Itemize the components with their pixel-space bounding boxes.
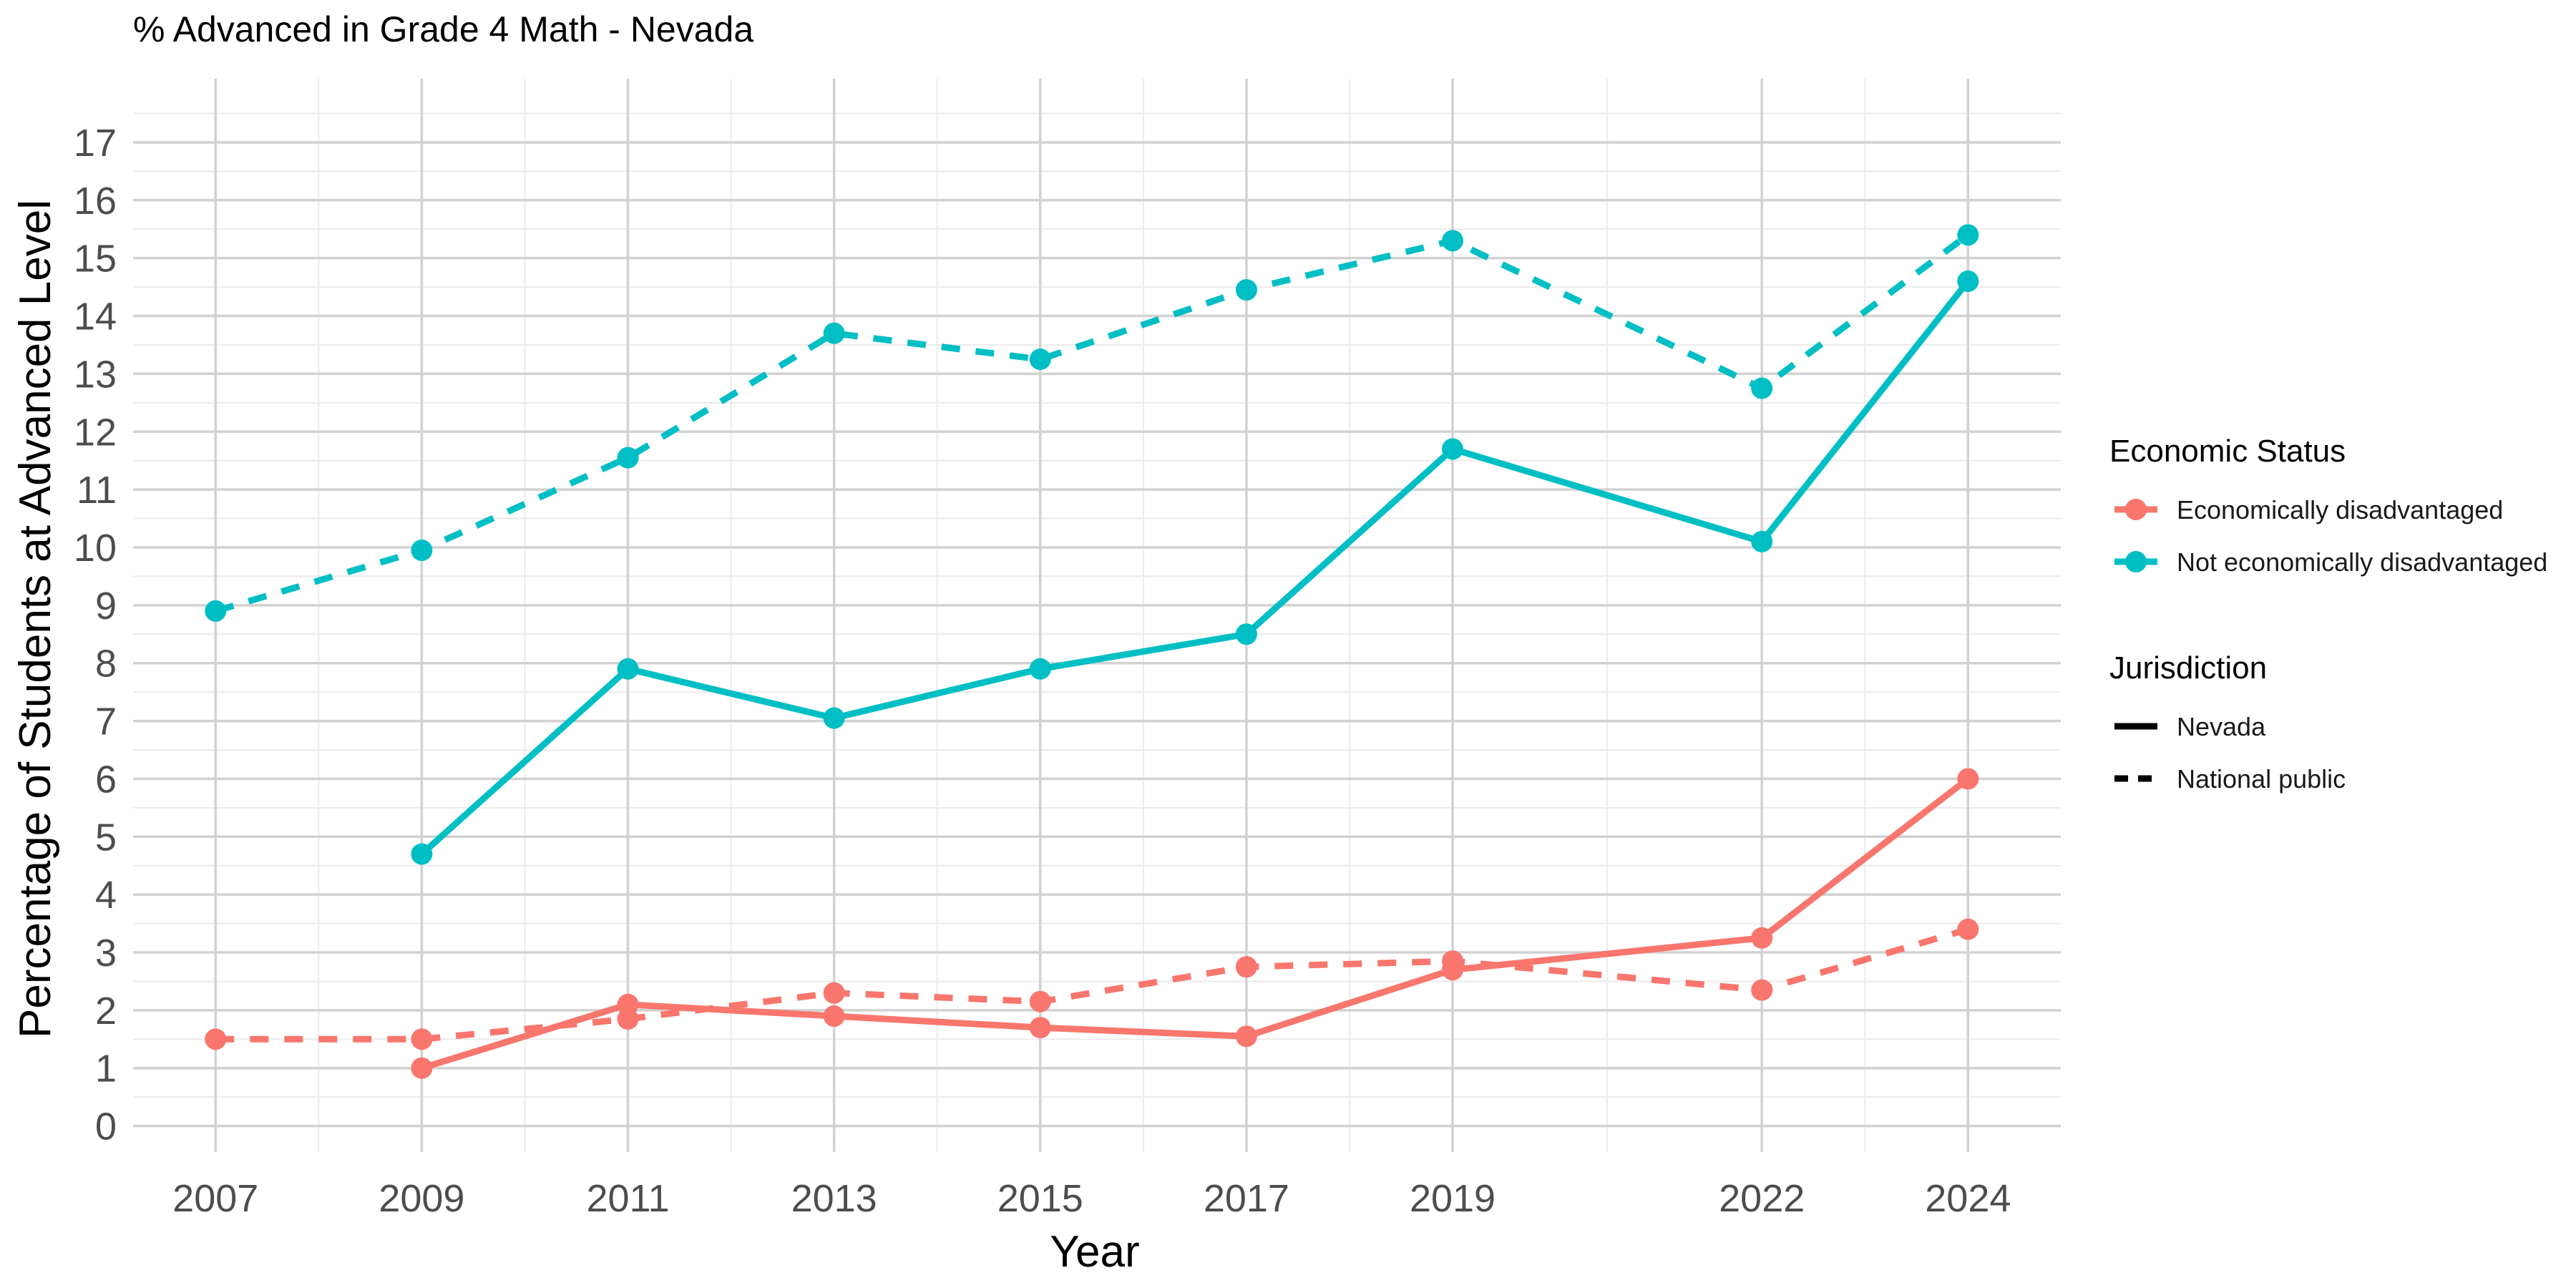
x-axis-title: Year xyxy=(1050,1227,1139,1277)
data-point xyxy=(411,843,433,865)
data-point xyxy=(1029,348,1051,371)
series-line xyxy=(215,232,1970,615)
data-point xyxy=(823,1005,845,1027)
legend-color-label: Economically disadvantaged xyxy=(2177,495,2503,525)
legend-color-title: Economic Status xyxy=(2109,434,2346,469)
y-tick-label: 2 xyxy=(95,990,117,1033)
data-point xyxy=(1235,1025,1257,1048)
legend-color-label: Not economically disadvantaged xyxy=(2177,547,2547,577)
legend-linetype-label: National public xyxy=(2177,764,2346,794)
data-point xyxy=(205,1028,227,1050)
legend-color-key-point xyxy=(2125,551,2147,572)
x-tick-label: 2019 xyxy=(1410,1177,1496,1220)
data-point xyxy=(1029,658,1051,680)
y-tick-label: 3 xyxy=(95,932,117,975)
y-tick-label: 8 xyxy=(95,643,117,686)
y-tick-label: 12 xyxy=(74,411,117,454)
chart-title: % Advanced in Grade 4 Math - Nevada xyxy=(133,9,753,49)
minor-gridlines xyxy=(133,79,2061,1152)
data-point xyxy=(1235,279,1257,301)
x-tick-label: 2015 xyxy=(997,1177,1083,1220)
x-axis-tick-labels: 2007 2009 2011 2013 2015 2017 2019 2022 2024 xyxy=(172,1177,2011,1220)
x-tick-label: 2022 xyxy=(1719,1177,1805,1220)
data-point xyxy=(411,1028,433,1050)
y-tick-label: 4 xyxy=(95,874,117,917)
legend-linetype-title: Jurisdiction xyxy=(2109,650,2267,686)
y-tick-label: 5 xyxy=(95,816,117,859)
y-axis-title: Percentage of Students at Advanced Level xyxy=(11,200,60,1038)
legend: Economic Status Economically disadvantag… xyxy=(2109,434,2547,794)
y-tick-label: 0 xyxy=(95,1106,117,1148)
series-line xyxy=(419,279,1971,857)
data-point xyxy=(205,600,227,622)
series-line xyxy=(421,776,1971,1071)
y-tick-label: 16 xyxy=(74,180,117,223)
x-tick-label: 2024 xyxy=(1925,1177,2011,1220)
data-point xyxy=(1751,927,1773,949)
legend-color-entries: Economically disadvantaged Not economical… xyxy=(2114,495,2547,577)
y-tick-label: 7 xyxy=(95,701,117,743)
data-point xyxy=(1442,438,1464,460)
legend-linetype-entries: Nevada National public xyxy=(2114,712,2346,794)
y-tick-label: 6 xyxy=(95,758,117,801)
x-tick-label: 2013 xyxy=(791,1177,877,1220)
data-point xyxy=(1442,230,1464,252)
legend-color-key-point xyxy=(2125,499,2147,520)
data-point xyxy=(823,322,845,344)
data-point xyxy=(1235,956,1257,978)
data-point xyxy=(1957,224,1979,246)
data-point xyxy=(1957,768,1979,790)
data-point xyxy=(1751,530,1773,552)
x-tick-label: 2007 xyxy=(172,1177,258,1220)
legend-linetype-label: Nevada xyxy=(2177,712,2266,741)
y-tick-label: 13 xyxy=(74,353,117,396)
data-point xyxy=(411,540,433,562)
data-point xyxy=(823,982,845,1004)
data-point xyxy=(1029,990,1051,1013)
x-tick-label: 2017 xyxy=(1204,1177,1289,1220)
data-point xyxy=(823,707,845,729)
data-point xyxy=(1442,950,1464,972)
y-tick-label: 9 xyxy=(95,585,117,628)
data-point xyxy=(617,1008,639,1030)
data-point xyxy=(1957,270,1979,293)
y-tick-label: 14 xyxy=(74,296,117,338)
x-tick-label: 2011 xyxy=(586,1177,669,1220)
y-tick-label: 1 xyxy=(95,1048,117,1091)
data-point xyxy=(1029,1017,1051,1039)
y-tick-label: 11 xyxy=(77,469,117,512)
data-point xyxy=(1751,377,1773,399)
y-tick-label: 15 xyxy=(74,238,117,280)
data-point xyxy=(617,447,639,469)
major-gridlines xyxy=(133,79,2061,1152)
series-points xyxy=(205,224,1979,1079)
data-point xyxy=(411,1057,433,1079)
data-point xyxy=(1751,979,1773,1001)
data-point xyxy=(1235,623,1257,645)
data-point xyxy=(617,658,639,680)
y-tick-label: 17 xyxy=(74,122,117,165)
data-point xyxy=(1957,918,1979,940)
y-tick-label: 10 xyxy=(74,527,117,570)
x-tick-label: 2009 xyxy=(379,1177,464,1220)
